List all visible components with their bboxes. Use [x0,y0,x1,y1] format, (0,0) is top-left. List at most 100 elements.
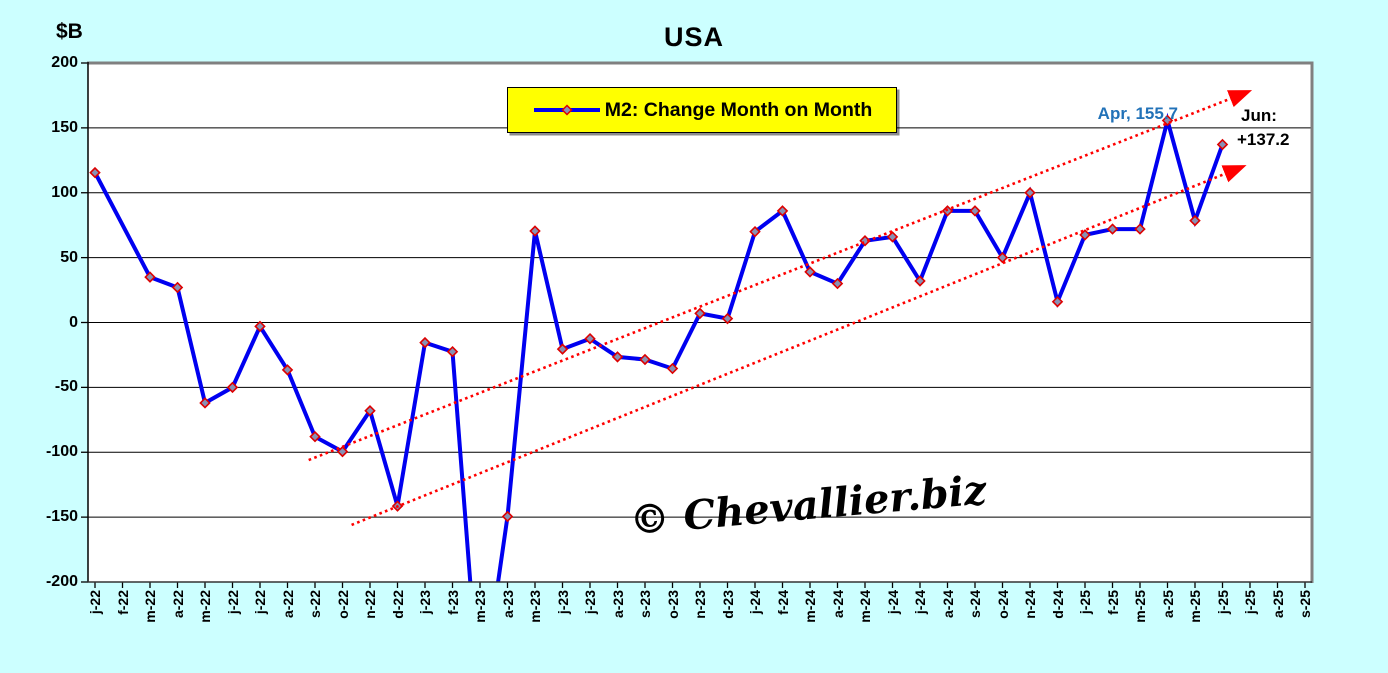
data-point-marker [1216,138,1229,151]
x-axis-tick-label: j-23 [417,590,433,615]
x-axis-tick-label: m-24 [802,590,818,623]
x-axis-tick-label: a-22 [169,590,186,619]
data-point-marker [831,277,844,290]
y-axis-unit-label: $B [56,20,83,43]
legend: M2: Change Month on Month [507,87,897,133]
x-axis-tick-label: s-22 [307,590,323,619]
x-axis-tick-label: m-22 [142,590,158,623]
x-axis-tick-label: o-24 [994,590,1011,619]
x-axis-tick-label: s-25 [1297,590,1313,619]
x-axis-tick-label: j-22 [252,590,268,615]
data-point-marker [364,404,376,417]
y-axis-tick-label: -200 [45,573,78,590]
x-axis-tick-label: f-22 [114,590,131,615]
data-point-marker [1134,223,1146,235]
data-point-marker [1189,214,1201,227]
x-axis-tick-label: f-24 [774,590,791,615]
data-point-marker [584,332,596,345]
y-axis-tick-label: 50 [60,248,78,266]
data-point-marker [914,275,926,287]
x-axis-tick-label: j-23 [554,590,571,615]
x-axis-tick-label: m-25 [1187,590,1203,623]
x-axis-tick-label: a-23 [499,590,516,619]
x-axis-tick-label: m-23 [527,590,543,623]
data-point-marker [1079,229,1091,241]
apr-peak-annotation: Apr, 155.7 [1097,104,1178,123]
data-point-marker [666,362,679,375]
trendline-upper-channel [308,90,1253,462]
y-axis-tick-label: 150 [51,118,78,136]
x-axis-tick-label: a-24 [939,590,956,619]
y-axis-tick-label: -100 [45,443,78,461]
x-axis-tick-label: d-22 [389,590,406,619]
x-axis-tick-label: a-25 [1269,590,1286,619]
data-point-marker [556,343,569,355]
x-axis-tick-label: f-25 [1104,590,1121,615]
x-axis-tick-label: d-23 [719,590,736,619]
data-point-marker [501,510,514,523]
x-axis-tick-label: j-22 [224,590,241,615]
data-point-marker [749,225,761,238]
data-point-marker [721,312,734,325]
trendline-lower-channel [351,165,1247,527]
x-axis-tick-label: s-24 [967,590,983,619]
data-point-marker [996,251,1009,264]
x-axis-tick-label: n-22 [362,590,378,619]
x-axis-tick-label: j-25 [1242,590,1258,615]
data-point-marker [529,225,541,237]
data-point-marker [281,364,294,376]
data-point-marker [694,307,706,320]
data-point-marker [1051,296,1064,308]
data-point-marker [1024,187,1036,199]
jun-annotation-value: +137.2 [1237,130,1290,149]
x-axis-tick-label: o-23 [664,590,681,619]
x-axis-tick-label: j-24 [884,590,901,615]
x-axis-tick-label: m-22 [197,590,213,623]
data-point-marker [89,166,101,179]
x-axis-tick-label: f-23 [444,590,461,615]
x-axis-tick-label: a-23 [609,590,626,619]
data-point-marker [336,445,349,458]
x-axis-tick-label: j-25 [1214,590,1231,615]
y-axis-tick-label: -150 [45,508,78,526]
data-point-marker [804,266,816,278]
x-axis-tick-label: m-23 [472,590,488,623]
data-point-marker [969,205,981,217]
legend-series-label: M2: Change Month on Month [604,98,873,121]
data-point-marker [309,430,321,443]
data-point-marker [776,205,789,217]
chart-title: USA [663,22,724,52]
y-axis-tick-label: -50 [54,378,78,396]
x-axis-tick-label: j-25 [1077,590,1093,615]
data-point-marker [226,381,239,394]
legend-line-sample-icon [533,104,600,116]
data-point-marker [1106,223,1119,235]
data-point-marker [639,353,651,366]
x-axis-tick-label: m-25 [1132,590,1148,623]
x-axis-tick-label: j-23 [582,590,598,615]
data-point-marker [611,351,624,363]
y-axis-tick-label: 0 [69,313,78,331]
x-axis-tick-label: o-22 [334,590,351,619]
x-axis-tick-label: n-24 [1022,590,1038,619]
data-point-marker [886,231,899,243]
x-axis-tick-label: d-24 [1049,590,1066,619]
data-point-marker [446,345,459,358]
data-point-marker [171,281,184,294]
y-axis-tick-label: 100 [51,183,78,201]
x-axis-tick-label: a-22 [279,590,296,619]
x-axis-tick-label: m-24 [857,590,873,623]
data-point-marker [419,336,431,349]
x-axis-tick-label: j-22 [87,590,103,615]
data-point-marker [254,320,266,333]
x-axis-tick-label: j-24 [912,590,928,615]
x-axis-tick-label: n-23 [692,590,708,619]
jun-annotation-label: Jun: [1241,106,1277,125]
data-point-marker [144,271,156,283]
series-group [89,112,1229,582]
data-point-marker [199,397,211,409]
x-axis-tick-label: a-24 [829,590,846,619]
x-axis-tick-label: a-25 [1159,590,1176,619]
